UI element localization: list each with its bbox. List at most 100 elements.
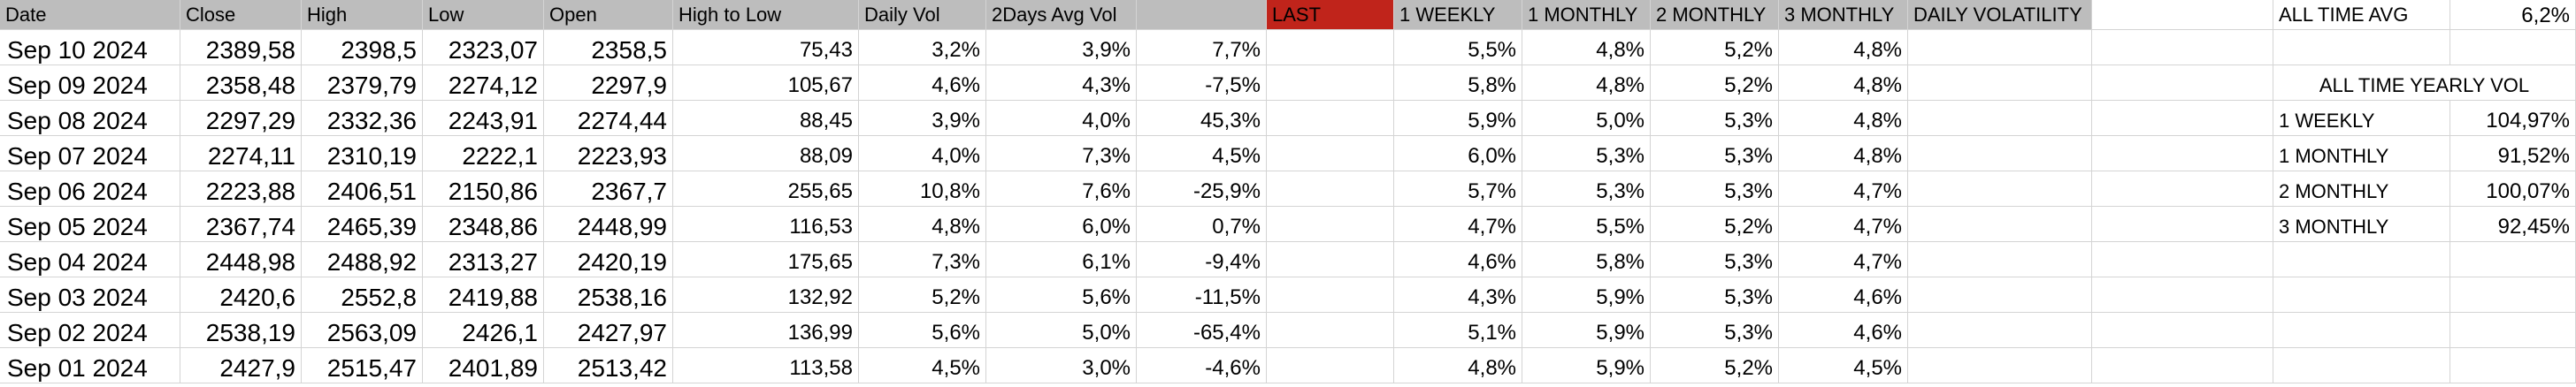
side-blank-header[interactable]: [2092, 0, 2273, 30]
cell-high-to-low[interactable]: 88,09: [673, 136, 859, 171]
cell-high[interactable]: 2310,19: [302, 136, 423, 171]
cell-date[interactable]: Sep 03 2024: [0, 277, 180, 313]
cell-daily-vol[interactable]: 4,0%: [859, 136, 986, 171]
header-low[interactable]: Low: [423, 0, 544, 30]
header-high-to-low[interactable]: High to Low: [673, 0, 859, 30]
cell-open[interactable]: 2448,99: [544, 207, 673, 242]
cell-change[interactable]: -25,9%: [1137, 171, 1267, 207]
empty-cell[interactable]: [2273, 277, 2450, 313]
cell-one-weekly[interactable]: 5,1%: [1394, 313, 1522, 348]
header-last[interactable]: LAST: [1267, 0, 1394, 30]
cell-two-days-avg-vol[interactable]: 5,0%: [986, 313, 1137, 348]
empty-cell[interactable]: [2450, 242, 2576, 277]
cell-change[interactable]: -4,6%: [1137, 348, 1267, 383]
cell-daily-vol[interactable]: 10,8%: [859, 171, 986, 207]
cell-daily-volatility[interactable]: [1908, 171, 2092, 207]
cell-high[interactable]: 2332,36: [302, 101, 423, 136]
empty-cell[interactable]: [2273, 313, 2450, 348]
cell-last[interactable]: [1267, 101, 1394, 136]
cell-open[interactable]: 2538,16: [544, 277, 673, 313]
cell-two-days-avg-vol[interactable]: 3,9%: [986, 30, 1137, 65]
empty-cell[interactable]: [2450, 30, 2576, 65]
cell-close[interactable]: 2297,29: [180, 101, 302, 136]
cell-one-monthly[interactable]: 5,8%: [1522, 242, 1651, 277]
cell-three-monthly[interactable]: 4,8%: [1779, 101, 1908, 136]
cell-one-weekly[interactable]: 4,3%: [1394, 277, 1522, 313]
cell-high-to-low[interactable]: 88,45: [673, 101, 859, 136]
cell-last[interactable]: [1267, 207, 1394, 242]
cell-daily-vol[interactable]: 4,5%: [859, 348, 986, 383]
cell-daily-volatility[interactable]: [1908, 101, 2092, 136]
cell-low[interactable]: 2348,86: [423, 207, 544, 242]
cell-close[interactable]: 2420,6: [180, 277, 302, 313]
cell-one-monthly[interactable]: 5,3%: [1522, 136, 1651, 171]
cell-two-monthly[interactable]: 5,3%: [1651, 171, 1779, 207]
cell-two-days-avg-vol[interactable]: 6,0%: [986, 207, 1137, 242]
empty-cell[interactable]: [2092, 242, 2273, 277]
cell-one-monthly[interactable]: 5,9%: [1522, 348, 1651, 383]
cell-two-monthly[interactable]: 5,2%: [1651, 348, 1779, 383]
cell-date[interactable]: Sep 10 2024: [0, 30, 180, 65]
cell-last[interactable]: [1267, 171, 1394, 207]
header-daily-volatility[interactable]: DAILY VOLATILITY: [1908, 0, 2092, 30]
cell-low[interactable]: 2401,89: [423, 348, 544, 383]
cell-three-monthly[interactable]: 4,8%: [1779, 136, 1908, 171]
cell-two-days-avg-vol[interactable]: 5,6%: [986, 277, 1137, 313]
cell-low[interactable]: 2150,86: [423, 171, 544, 207]
empty-cell[interactable]: [2092, 348, 2273, 383]
header-one-weekly[interactable]: 1 WEEKLY: [1394, 0, 1522, 30]
cell-high[interactable]: 2465,39: [302, 207, 423, 242]
cell-high-to-low[interactable]: 255,65: [673, 171, 859, 207]
cell-change[interactable]: 4,5%: [1137, 136, 1267, 171]
cell-change[interactable]: -65,4%: [1137, 313, 1267, 348]
cell-two-monthly[interactable]: 5,3%: [1651, 101, 1779, 136]
cell-high-to-low[interactable]: 116,53: [673, 207, 859, 242]
cell-date[interactable]: Sep 02 2024: [0, 313, 180, 348]
empty-cell[interactable]: [2092, 313, 2273, 348]
cell-high[interactable]: 2515,47: [302, 348, 423, 383]
cell-last[interactable]: [1267, 242, 1394, 277]
empty-cell[interactable]: [2092, 65, 2273, 101]
cell-daily-volatility[interactable]: [1908, 136, 2092, 171]
empty-cell[interactable]: [2450, 277, 2576, 313]
cell-one-weekly[interactable]: 4,6%: [1394, 242, 1522, 277]
cell-close[interactable]: 2389,58: [180, 30, 302, 65]
cell-low[interactable]: 2222,1: [423, 136, 544, 171]
cell-low[interactable]: 2313,27: [423, 242, 544, 277]
header-two-days-avg-vol[interactable]: 2Days Avg Vol: [986, 0, 1137, 30]
cell-date[interactable]: Sep 04 2024: [0, 242, 180, 277]
cell-change[interactable]: 45,3%: [1137, 101, 1267, 136]
empty-cell[interactable]: [2273, 242, 2450, 277]
cell-three-monthly[interactable]: 4,8%: [1779, 65, 1908, 101]
cell-one-monthly[interactable]: 4,8%: [1522, 30, 1651, 65]
cell-three-monthly[interactable]: 4,8%: [1779, 30, 1908, 65]
cell-open[interactable]: 2367,7: [544, 171, 673, 207]
header-high[interactable]: High: [302, 0, 423, 30]
empty-cell[interactable]: [2092, 101, 2273, 136]
cell-date[interactable]: Sep 07 2024: [0, 136, 180, 171]
cell-high[interactable]: 2398,5: [302, 30, 423, 65]
cell-high[interactable]: 2552,8: [302, 277, 423, 313]
cell-two-monthly[interactable]: 5,3%: [1651, 277, 1779, 313]
cell-low[interactable]: 2426,1: [423, 313, 544, 348]
cell-low[interactable]: 2419,88: [423, 277, 544, 313]
cell-high-to-low[interactable]: 136,99: [673, 313, 859, 348]
cell-one-monthly[interactable]: 5,9%: [1522, 277, 1651, 313]
cell-close[interactable]: 2223,88: [180, 171, 302, 207]
cell-daily-volatility[interactable]: [1908, 277, 2092, 313]
header-open[interactable]: Open: [544, 0, 673, 30]
cell-daily-volatility[interactable]: [1908, 65, 2092, 101]
cell-one-monthly[interactable]: 4,8%: [1522, 65, 1651, 101]
cell-high[interactable]: 2563,09: [302, 313, 423, 348]
cell-high[interactable]: 2406,51: [302, 171, 423, 207]
cell-three-monthly[interactable]: 4,6%: [1779, 277, 1908, 313]
cell-two-days-avg-vol[interactable]: 6,1%: [986, 242, 1137, 277]
empty-cell[interactable]: [2092, 171, 2273, 207]
cell-close[interactable]: 2538,19: [180, 313, 302, 348]
header-date[interactable]: Date: [0, 0, 180, 30]
cell-daily-vol[interactable]: 5,2%: [859, 277, 986, 313]
cell-close[interactable]: 2427,9: [180, 348, 302, 383]
cell-high[interactable]: 2488,92: [302, 242, 423, 277]
cell-close[interactable]: 2367,74: [180, 207, 302, 242]
cell-two-days-avg-vol[interactable]: 4,0%: [986, 101, 1137, 136]
